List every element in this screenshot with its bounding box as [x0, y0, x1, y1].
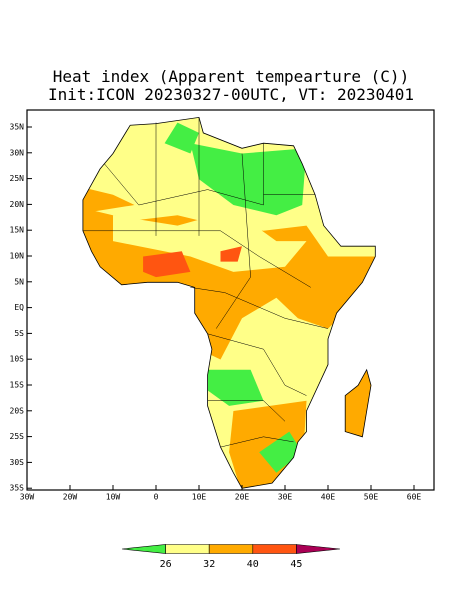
- colorbar-segment: [252, 544, 297, 554]
- y-tick-label: 25N: [10, 174, 25, 183]
- title: Heat index (Apparent tempearture (C)): [53, 67, 409, 86]
- y-tick-label: 35N: [10, 123, 25, 132]
- colorbar-label: 40: [247, 559, 259, 570]
- y-tick-label: 10S: [10, 355, 25, 364]
- heat-zone: [113, 210, 307, 272]
- heat-zone: [259, 431, 303, 473]
- border: [104, 143, 264, 206]
- heat-zone: [143, 251, 191, 278]
- y-tick-label: EQ: [14, 303, 24, 312]
- x-tick-label: 30W: [20, 493, 35, 502]
- borders: [82, 117, 329, 448]
- axis-ticks: 35N 30N 25N 20N 15N 10N 5N EQ 5S 10S 15S 20S 25S 30S 3…: [10, 123, 422, 502]
- x-tick-label: 20E: [235, 493, 250, 502]
- border: [207, 400, 286, 422]
- colorbar-segment: [208, 544, 254, 554]
- y-tick-label: 35S: [10, 484, 25, 493]
- x-tick-label: 10W: [106, 493, 121, 502]
- y-tick-label: 5S: [14, 329, 24, 338]
- y-tick-label: 20S: [10, 406, 25, 415]
- y-tick-label: 10N: [10, 252, 25, 261]
- y-tick-label: 25S: [10, 432, 25, 441]
- border: [220, 436, 294, 448]
- colorbar-segment: [165, 544, 210, 554]
- y-tick-label: 15N: [10, 226, 25, 235]
- colorbar: 26 32 40 45: [121, 544, 341, 570]
- y-tick-label: 20N: [10, 200, 25, 209]
- heat-zone: [220, 246, 242, 262]
- colorbar-segment: [121, 544, 166, 554]
- border: [190, 287, 329, 329]
- colorbar-segment: [296, 544, 341, 554]
- x-tick-label: 30E: [278, 493, 293, 502]
- y-tick-label: 30S: [10, 458, 25, 467]
- subtitle: Init:ICON 20230327-00UTC, VT: 20230401: [48, 85, 414, 104]
- colorbar-label: 45: [290, 559, 302, 570]
- x-tick-label: 60E: [407, 493, 422, 502]
- x-tick-label: 20W: [63, 493, 78, 502]
- madagascar: [344, 368, 372, 438]
- border: [215, 153, 251, 329]
- y-tick-label: 5N: [14, 277, 24, 286]
- x-tick-label: 50E: [364, 493, 379, 502]
- y-tick-label: 15S: [10, 381, 25, 390]
- coastline: [82, 116, 376, 489]
- y-tick-label: 30N: [10, 148, 25, 157]
- heat-zone: [190, 143, 307, 216]
- x-tick-label: 40E: [321, 493, 336, 502]
- heat-zone: [207, 369, 264, 406]
- x-tick-label: 0: [154, 493, 159, 502]
- x-tick-label: 10E: [192, 493, 207, 502]
- colorbar-label: 32: [203, 559, 215, 570]
- border: [207, 333, 307, 396]
- colorbar-label: 26: [160, 559, 172, 570]
- heat-zone: [164, 122, 199, 154]
- border: [82, 230, 311, 288]
